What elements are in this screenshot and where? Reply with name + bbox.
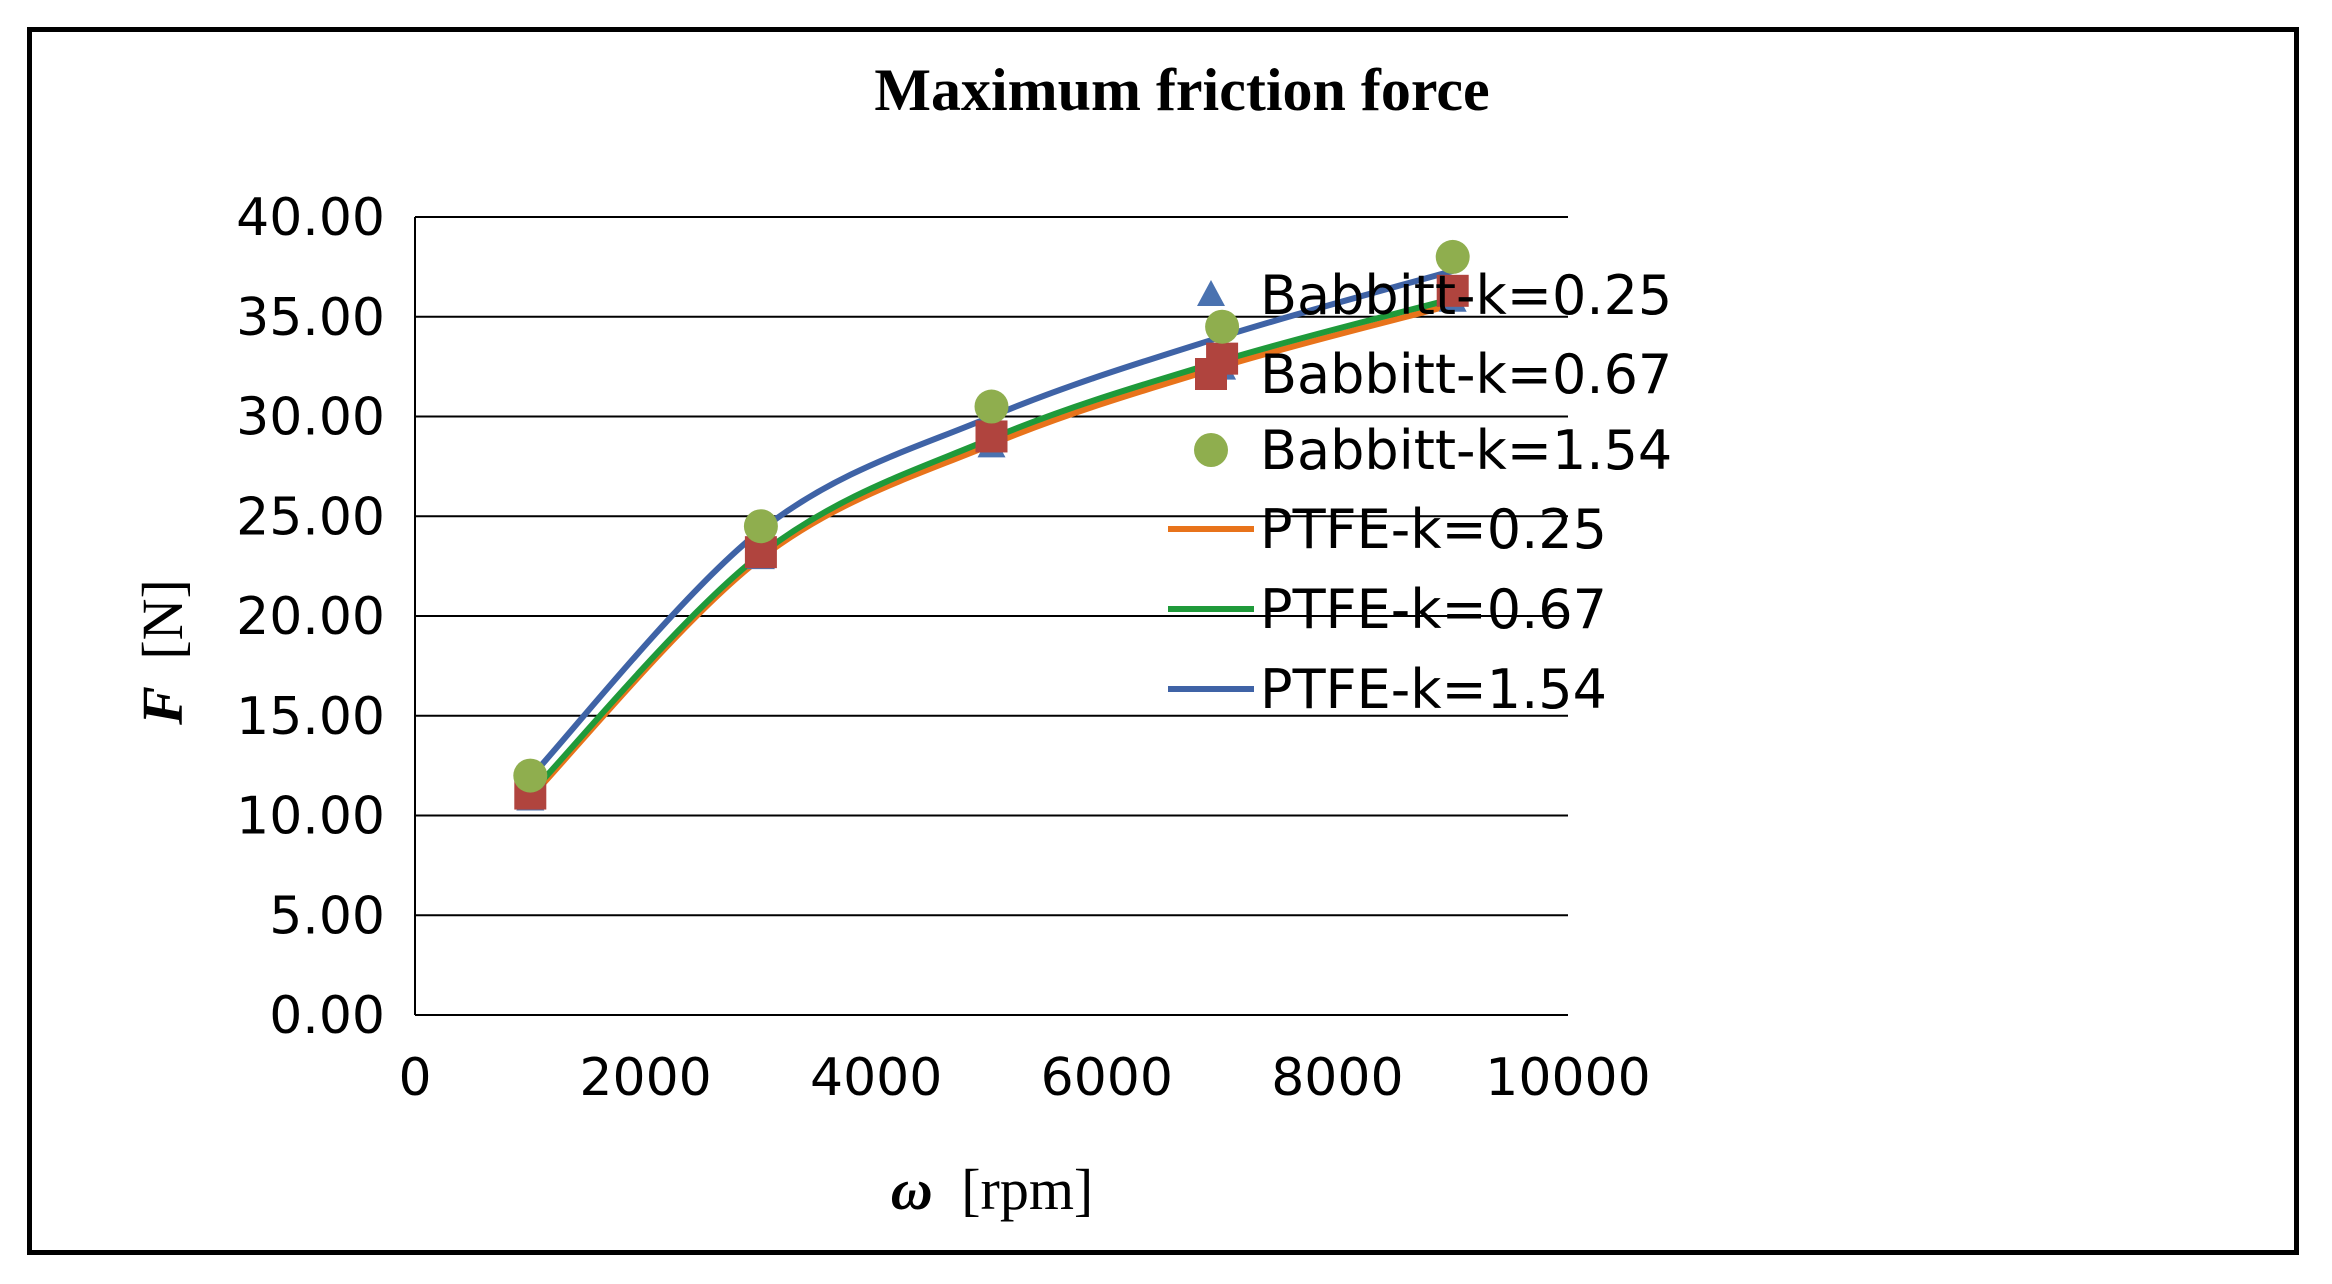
legend-label: Babbitt-k=0.25	[1260, 264, 1672, 327]
data-point	[975, 420, 1008, 453]
x-tick-label: 8000	[1271, 1048, 1403, 1108]
chart-frame: Maximum friction force 0.00 5.00 10.00 15.0…	[27, 27, 2299, 1255]
y-axis-symbol: F	[130, 686, 195, 726]
legend-symbol	[1195, 358, 1227, 390]
legend: Babbitt-k=0.25 Babbitt-k=0.67 Babbitt-k=1.…	[1168, 264, 1672, 721]
legend-item: Babbitt-k=1.54	[1194, 419, 1672, 482]
y-tick-label: 5.00	[269, 886, 385, 946]
y-tick-label: 0.00	[269, 986, 385, 1046]
y-tick-label: 10.00	[236, 787, 385, 847]
data-point	[1435, 239, 1470, 274]
legend-label: Babbitt-k=0.67	[1260, 343, 1672, 406]
y-tick-label: 25.00	[236, 487, 385, 547]
legend-symbol	[1194, 433, 1228, 467]
x-tick-label: 4000	[810, 1048, 942, 1108]
chart-svg: Maximum friction force 0.00 5.00 10.00 15.0…	[130, 57, 1672, 1222]
x-axis-unit: [rpm]	[961, 1157, 1093, 1222]
x-tick-label: 10000	[1485, 1048, 1650, 1108]
legend-label: PTFE-k=0.67	[1260, 578, 1607, 641]
x-tick-label: 0	[398, 1048, 431, 1108]
legend-item: PTFE-k=1.54	[1168, 658, 1607, 721]
legend-item: PTFE-k=0.67	[1168, 578, 1607, 641]
legend-label: Babbitt-k=1.54	[1260, 419, 1672, 482]
data-point	[1205, 309, 1240, 344]
legend-label: PTFE-k=1.54	[1260, 658, 1607, 721]
x-axis-symbol: ω	[891, 1157, 933, 1222]
axes: 0.00 5.00 10.00 15.00 20.00 25.00 30.00 35.00 40…	[236, 188, 1651, 1108]
y-axis-label: F [N]	[130, 579, 195, 726]
y-tick-label: 35.00	[236, 288, 385, 348]
data-point	[1436, 274, 1469, 307]
y-axis-unit: [N]	[130, 579, 195, 660]
data-point	[743, 509, 778, 544]
x-tick-label: 2000	[579, 1048, 711, 1108]
legend-item: Babbitt-k=0.67	[1195, 343, 1672, 406]
y-tick-label: 40.00	[236, 188, 385, 248]
chart-title: Maximum friction force	[874, 57, 1489, 123]
x-tick-label: 6000	[1041, 1048, 1173, 1108]
legend-item: Babbitt-k=0.25	[1197, 264, 1672, 327]
x-axis-label: ω [rpm]	[891, 1157, 1094, 1222]
marker-layer	[513, 239, 1470, 811]
y-tick-label: 30.00	[236, 388, 385, 448]
legend-item: PTFE-k=0.25	[1168, 498, 1607, 561]
y-tick-label: 20.00	[236, 587, 385, 647]
data-point	[974, 389, 1009, 424]
legend-label: PTFE-k=0.25	[1260, 498, 1607, 561]
data-point	[513, 758, 548, 793]
legend-symbol	[1197, 280, 1225, 306]
y-tick-label: 15.00	[236, 687, 385, 747]
